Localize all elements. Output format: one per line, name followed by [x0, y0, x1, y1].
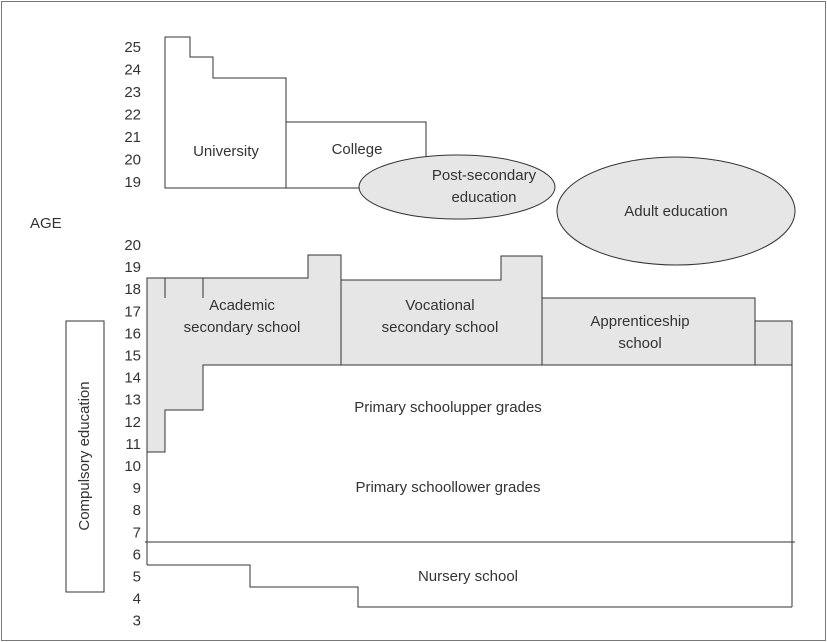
node-label: education [451, 189, 516, 206]
vocational-shape [340, 255, 543, 366]
age-label: 18 [124, 281, 141, 298]
node-label: College [332, 141, 383, 158]
compulsory-box [65, 320, 105, 593]
node-label: University [193, 143, 259, 160]
age-label: 10 [124, 458, 141, 475]
node-label: Apprenticeship [590, 313, 689, 330]
node-label: Vocational [405, 297, 474, 314]
age-label: 25 [124, 39, 141, 56]
age-label: 6 [133, 546, 141, 563]
age-label: 12 [124, 414, 141, 431]
academic-shape [146, 254, 342, 453]
side-label: Compulsory education [76, 381, 93, 530]
node-label: school [618, 335, 661, 352]
age-label: 5 [133, 568, 141, 585]
apprenticeship-end [754, 320, 793, 366]
node-label: Post-secondary [432, 167, 537, 184]
age-label: 8 [133, 502, 141, 519]
node-label: secondary school [382, 319, 499, 336]
age-label: 9 [133, 480, 141, 497]
age-label: 13 [124, 392, 141, 409]
age-label: 7 [133, 524, 141, 541]
nursery-shape [147, 564, 792, 608]
node-label: Primary schoolupper grades [354, 399, 542, 416]
node-label: Primary schoollower grades [355, 479, 540, 496]
age-label: 20 [124, 237, 141, 254]
age-label: 20 [124, 151, 141, 168]
age-label: 22 [124, 106, 141, 123]
age-label: 21 [124, 129, 141, 146]
age-label: 3 [133, 613, 141, 630]
apprenticeship-shape [541, 297, 756, 366]
age-label: 14 [124, 370, 141, 387]
age-label: 19 [124, 259, 141, 276]
node-label: Nursery school [418, 568, 518, 585]
age-label: 17 [124, 303, 141, 320]
university-shape [164, 36, 287, 189]
post-secondary-shape [358, 154, 556, 220]
adult-education-shape [556, 156, 796, 266]
node-label: Academic [209, 297, 275, 314]
age-label: 23 [124, 84, 141, 101]
age-label: 19 [124, 174, 141, 191]
node-label: Adult education [624, 203, 727, 220]
age-label: 4 [133, 591, 141, 608]
age-label: 24 [124, 61, 141, 78]
axis-label: AGE [30, 215, 62, 232]
age-label: 16 [124, 325, 141, 342]
college-shape [285, 121, 427, 189]
node-label: secondary school [184, 319, 301, 336]
age-label: 11 [125, 436, 141, 453]
age-label: 15 [124, 347, 141, 364]
